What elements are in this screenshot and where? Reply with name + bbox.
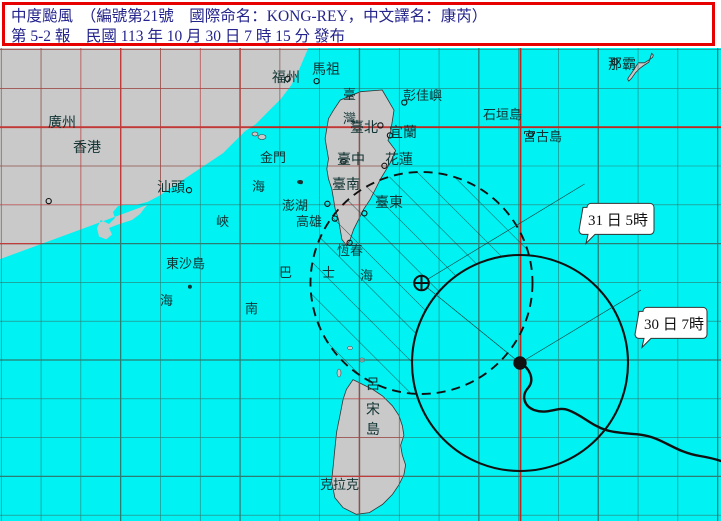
svg-text:峽: 峽	[216, 214, 229, 229]
svg-text:馬祖: 馬祖	[312, 62, 340, 78]
svg-text:高雄: 高雄	[296, 214, 322, 229]
svg-text:海: 海	[160, 293, 173, 308]
svg-text:宜蘭: 宜蘭	[389, 125, 417, 141]
svg-text:臺東: 臺東	[375, 195, 403, 211]
svg-text:石垣島: 石垣島	[483, 107, 522, 122]
svg-text:南: 南	[245, 301, 258, 316]
svg-text:宋: 宋	[366, 402, 380, 418]
svg-text:彭佳嶼: 彭佳嶼	[403, 88, 442, 103]
svg-text:島: 島	[366, 422, 380, 438]
svg-text:臺北: 臺北	[350, 120, 378, 136]
svg-text:香港: 香港	[73, 140, 101, 156]
svg-text:巴: 巴	[279, 265, 292, 280]
svg-text:呂: 呂	[366, 378, 380, 393]
svg-text:金門: 金門	[260, 150, 286, 165]
svg-text:恆春: 恆春	[337, 243, 363, 258]
svg-text:克拉克: 克拉克	[320, 477, 359, 492]
svg-text:澎湖: 澎湖	[282, 198, 308, 213]
svg-text:31 日 5時: 31 日 5時	[588, 212, 648, 229]
svg-text:花蓮: 花蓮	[385, 152, 413, 168]
svg-text:臺中: 臺中	[337, 152, 365, 168]
svg-text:汕頭: 汕頭	[157, 180, 185, 196]
svg-text:海: 海	[252, 179, 265, 194]
svg-text:30 日 7時: 30 日 7時	[644, 316, 704, 333]
svg-text:東沙島: 東沙島	[166, 256, 205, 271]
svg-text:那霸: 那霸	[608, 57, 636, 73]
svg-text:臺: 臺	[343, 87, 356, 102]
svg-text:福州: 福州	[272, 70, 300, 86]
svg-text:士: 士	[322, 265, 335, 280]
svg-text:廣州: 廣州	[48, 114, 76, 131]
svg-text:宮古島: 宮古島	[523, 129, 562, 144]
svg-text:海: 海	[360, 268, 373, 283]
svg-text:臺南: 臺南	[332, 177, 360, 193]
